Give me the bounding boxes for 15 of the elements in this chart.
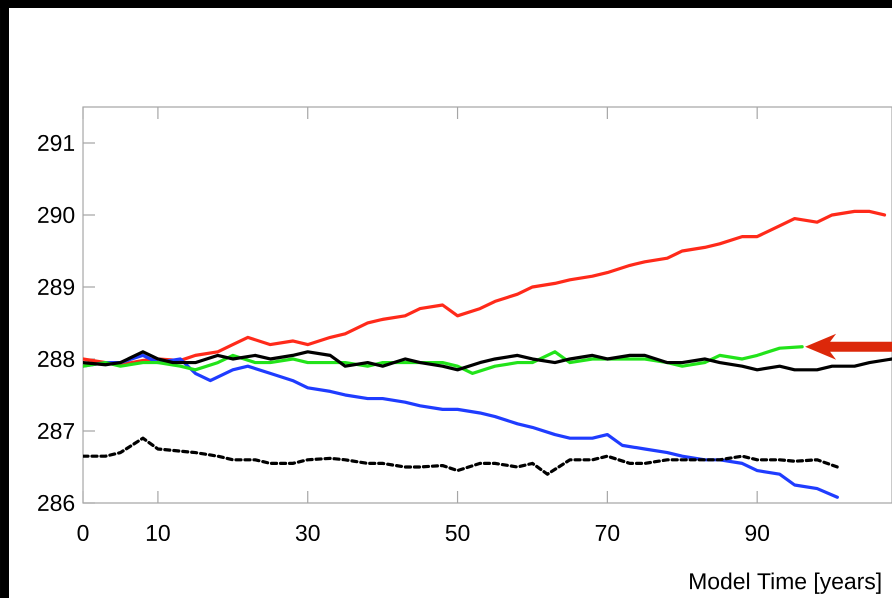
x-tick-label: 30 [296, 524, 320, 542]
y-tick-label: 291 [38, 134, 74, 152]
y-tick-label: 287 [38, 422, 74, 440]
x-axis-title: Model Time [years] [690, 572, 881, 594]
x-tick-label: 90 [746, 524, 770, 542]
y-tick-label: 290 [38, 206, 74, 224]
x-tick-label: 10 [146, 524, 170, 542]
line-series [83, 350, 892, 372]
line-series [83, 210, 886, 366]
y-tick-label: 288 [38, 350, 74, 368]
y-tick-label: 289 [38, 278, 74, 296]
y-tick-label: 286 [38, 494, 74, 512]
x-tick-label: 50 [446, 524, 470, 542]
x-tick-label: 0 [78, 524, 88, 542]
x-tick-label: 70 [596, 524, 620, 542]
